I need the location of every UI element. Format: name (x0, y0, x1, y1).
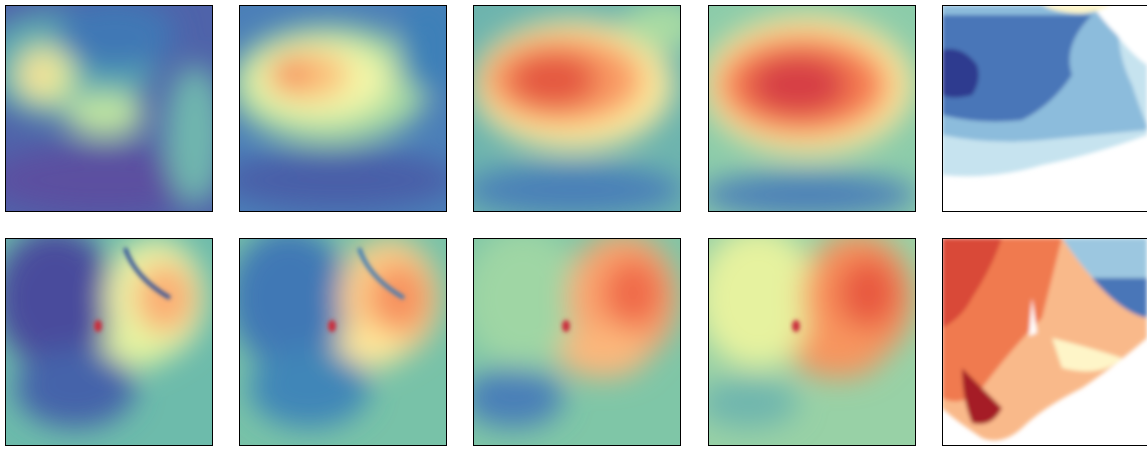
panel (473, 238, 681, 446)
panel (5, 5, 213, 212)
panel-border (708, 238, 916, 446)
panel-border (473, 5, 681, 212)
panel-border (942, 238, 1147, 446)
panel-border (942, 5, 1147, 212)
panel (239, 5, 447, 212)
panel-border (5, 5, 213, 212)
panel (708, 5, 916, 212)
panel (473, 5, 681, 212)
panel-border (239, 238, 447, 446)
panel-border (5, 238, 213, 446)
panel (708, 238, 916, 446)
panel (239, 238, 447, 446)
panel-border (473, 238, 681, 446)
panel-border (708, 5, 916, 212)
panel (942, 5, 1147, 212)
panel (5, 238, 213, 446)
panel (942, 238, 1147, 446)
panel-border (239, 5, 447, 212)
